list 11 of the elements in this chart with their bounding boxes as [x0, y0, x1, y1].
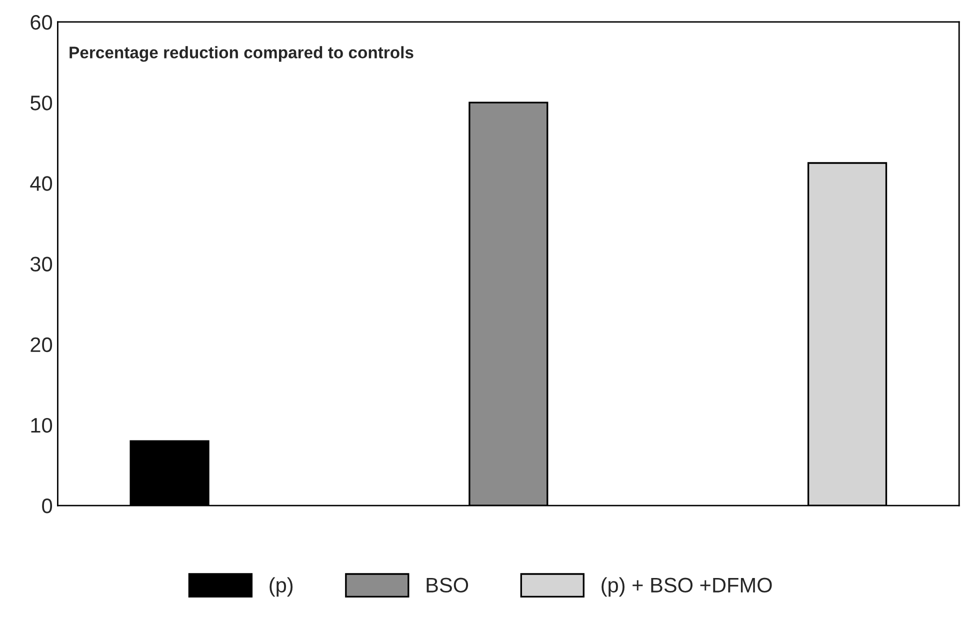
legend-label: (p) + BSO +DFMO [602, 577, 772, 597]
y-tick-label: 20 [30, 337, 52, 352]
y-tick-label: 50 [30, 96, 52, 110]
y-tick-label: 30 [30, 256, 52, 272]
y-tick-label: 0 [42, 498, 52, 514]
text: Percentage reduction compared to controls [70, 46, 414, 62]
legend-label: BSO [426, 578, 468, 593]
legend-label: (p) [270, 577, 293, 597]
y-tick-label: 10 [31, 418, 52, 433]
y-tick-label: 60 [30, 14, 52, 30]
y-tick-label: 40 [30, 176, 52, 191]
